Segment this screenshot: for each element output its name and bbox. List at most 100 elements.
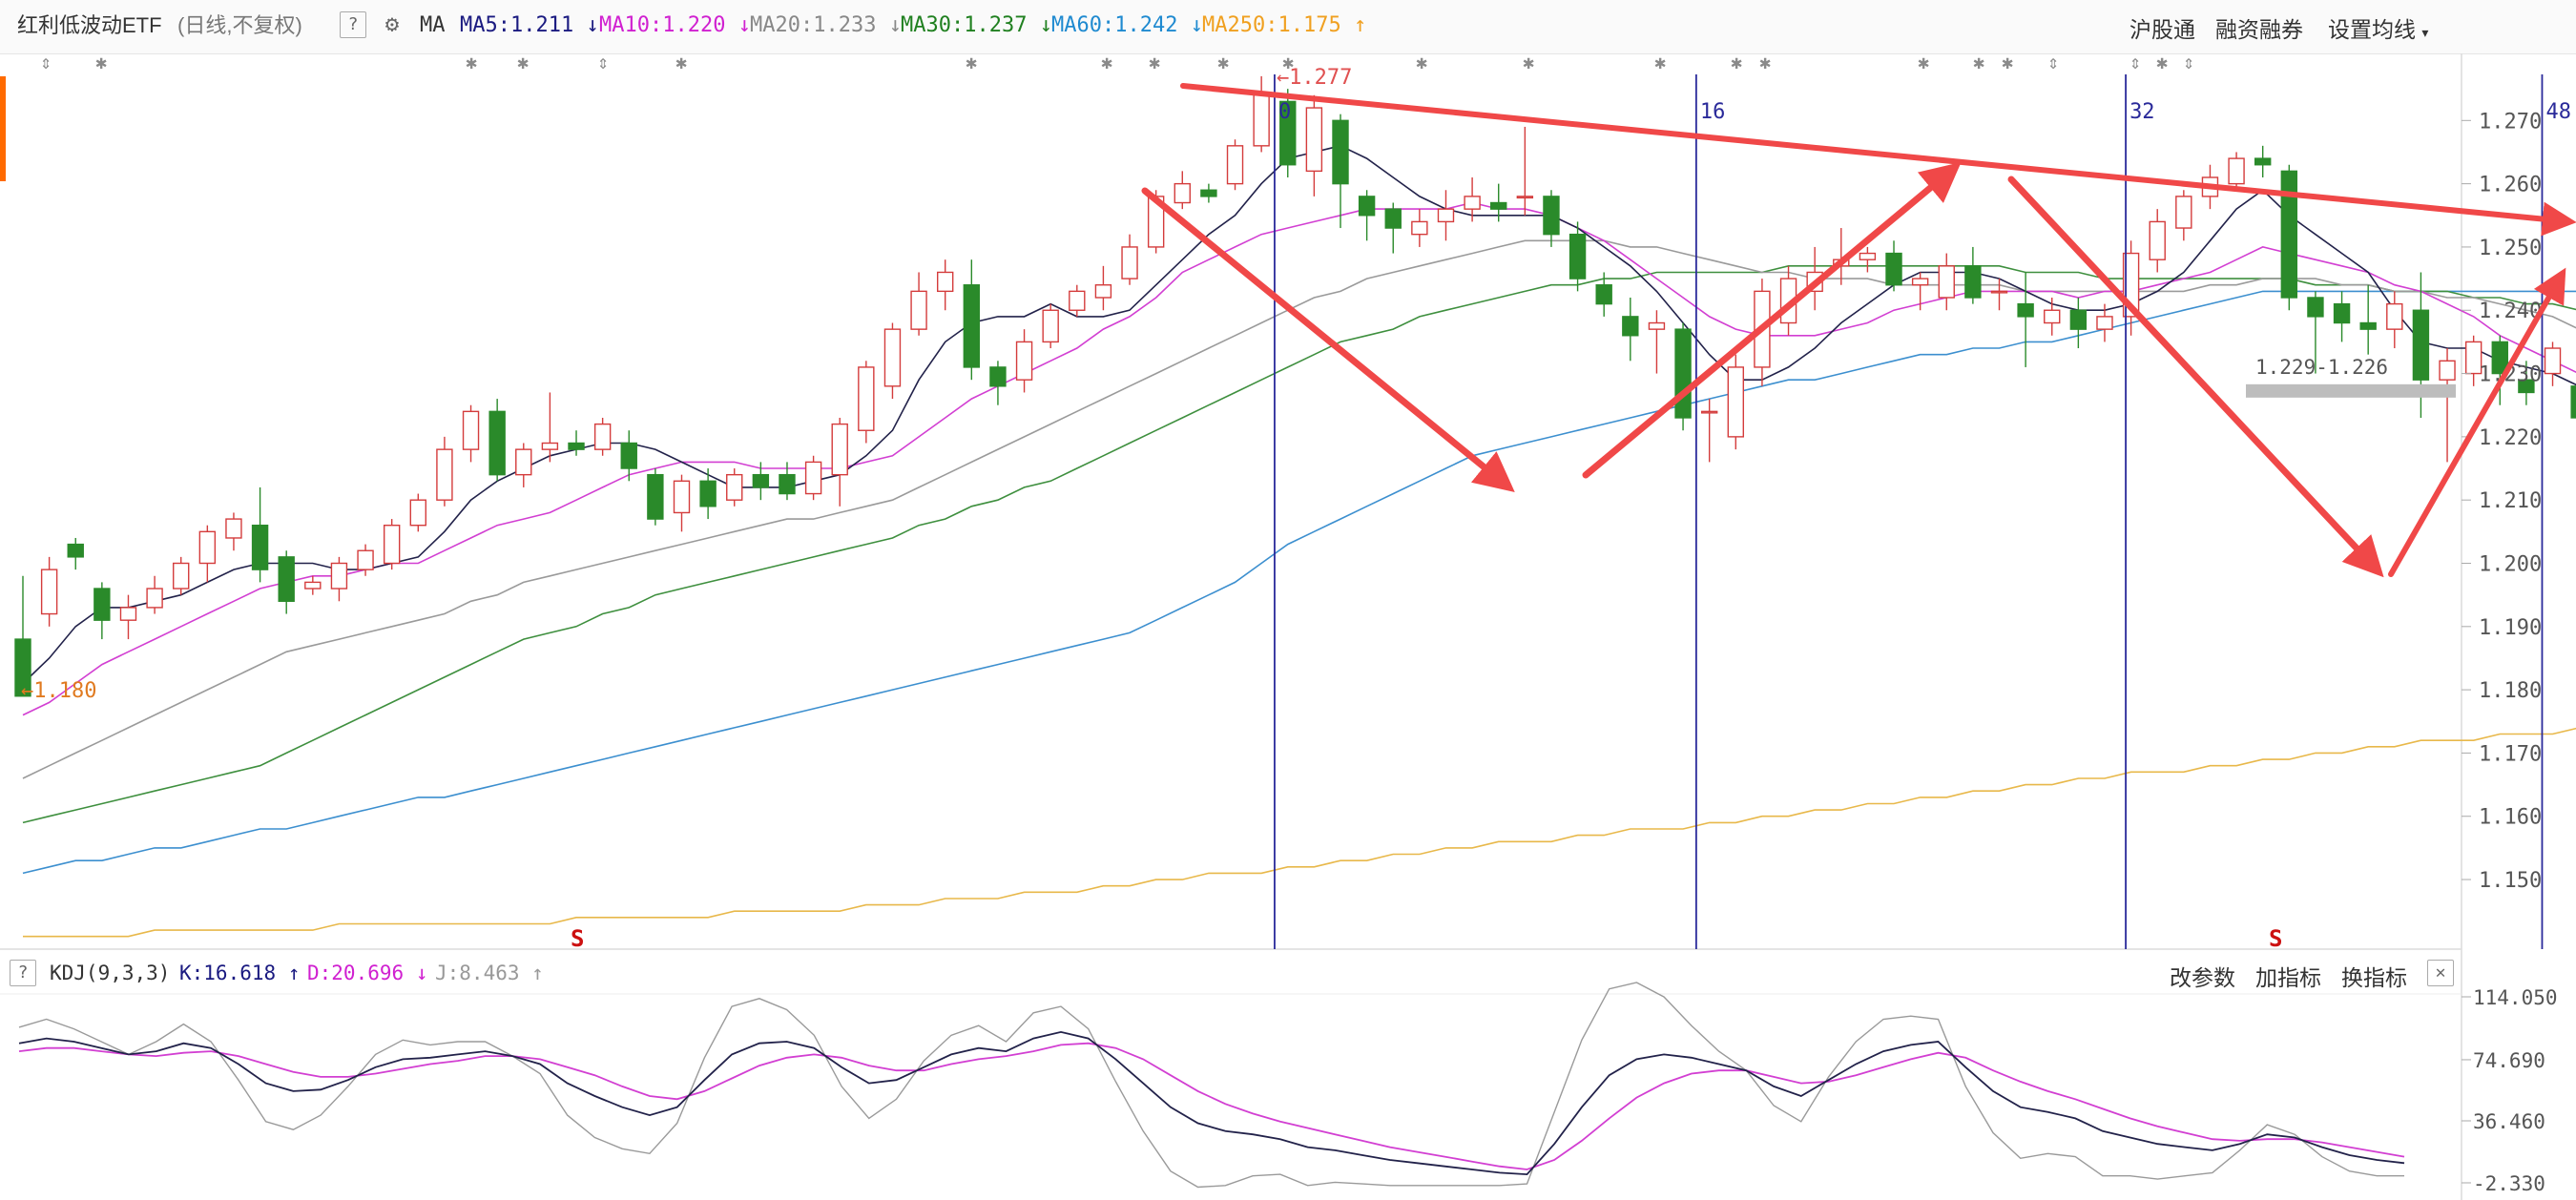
candle [2175,190,2192,241]
trend-arrow-up [1582,161,1962,479]
candle [1279,89,1297,177]
candle-body [2149,220,2166,260]
candle-body [225,518,242,539]
kdj-j-line [18,982,2404,1189]
star-marker-icon: ✱ [1416,51,1427,73]
candle-body [1464,196,1481,210]
candle [1411,209,1428,247]
price-range-band [2246,383,2456,398]
candle-body [963,284,981,368]
candle [1727,354,1745,450]
high-price-label: ←1.277 [1277,66,1352,90]
candle-body [488,410,506,476]
candle-body [2464,341,2483,375]
candle-body [1069,290,1086,311]
candle-body [304,581,322,590]
star-marker-icon: ✱ [675,51,687,73]
candle [1464,176,1481,222]
candle-body [1490,201,1507,210]
kdj-tick-label: 114.050 [2473,986,2558,1009]
candle [647,468,664,526]
candle-body [1674,328,1692,419]
candle [963,259,981,381]
help-icon[interactable]: ? [340,11,366,38]
caret-down-icon: ▾ [2421,25,2429,40]
candle-body [2491,341,2508,375]
y-tick-label: 1.180 [2479,679,2542,703]
candle-body [2333,302,2351,324]
close-icon[interactable]: ✕ [2427,960,2454,986]
candle [1595,272,1612,317]
candle [2464,335,2483,386]
candle-body [1437,208,1455,223]
candle [1964,246,1982,304]
candle-body [67,543,84,558]
y-tick-label: 1.170 [2479,742,2542,766]
candle [1700,399,1718,463]
left-edge-marker [0,76,6,181]
candle [67,537,84,570]
candle [1885,240,1902,292]
candle-body [119,607,137,621]
candle-body [673,480,691,514]
hk-connect-button[interactable]: 沪股通 [2129,17,2195,42]
candle [2254,145,2272,177]
candle [462,404,480,463]
candle-body [1226,145,1244,185]
candle-body [1516,196,1534,199]
star-marker-icon: ✱ [2156,51,2168,73]
ma-settings-button[interactable]: 设置均线 ▾ [2328,17,2429,42]
candle [2518,361,2535,405]
kdj-help-icon[interactable]: ? [10,960,36,986]
candle [541,392,559,463]
candle [278,550,295,614]
candle [383,519,401,570]
candle-body [2175,196,2192,229]
ma10-line [22,201,2576,716]
candle-body [1885,252,1902,286]
candle-body [173,562,190,590]
ma60-value: MA60:1.242 ↓ [1051,13,1203,37]
candle-body [2518,379,2535,394]
candle [2386,291,2403,349]
candle [93,582,111,640]
candle-body [1094,284,1112,299]
add-indicator-button[interactable]: 加指标 [2255,965,2321,990]
pin-marker-icon: ⇕ [597,51,609,73]
gear-icon[interactable]: ⚙ [384,10,400,37]
change-params-button[interactable]: 改参数 [2170,965,2235,990]
candle-body [779,473,796,495]
candle-body [989,366,1007,387]
candle-body [726,473,743,501]
candle-body [251,525,269,570]
switch-indicator-button[interactable]: 换指标 [2341,965,2407,990]
candle [146,575,163,614]
candle [1516,126,1534,216]
marker-label: 0 [1278,100,1291,124]
candle [831,417,848,507]
candle [1990,279,2008,311]
margin-trading-button[interactable]: 融资融券 [2215,17,2303,42]
pin-marker-icon: ⇕ [2047,51,2059,73]
candle-body [568,442,585,450]
candle [2333,291,2351,342]
ma30-line [22,264,2576,824]
low-price-label: ←1.180 [21,679,96,703]
y-tick-label: 1.240 [2479,300,2542,323]
candle [488,399,506,482]
candle [2149,209,2166,273]
candle-body [910,290,927,330]
marker-label: 32 [2129,100,2155,124]
candle-body [937,271,954,293]
star-marker-icon: ✱ [1973,51,1984,73]
ma250-line [23,727,2576,938]
candle-body [1121,246,1138,279]
candle-body [14,638,31,697]
candle-body [858,366,875,431]
candle-body [1332,119,1349,185]
candle-body [699,480,717,507]
trend-arrow-down-1 [1141,187,1515,492]
candle [409,493,426,532]
candle-body [1015,341,1033,381]
candle-body [1859,252,1877,260]
